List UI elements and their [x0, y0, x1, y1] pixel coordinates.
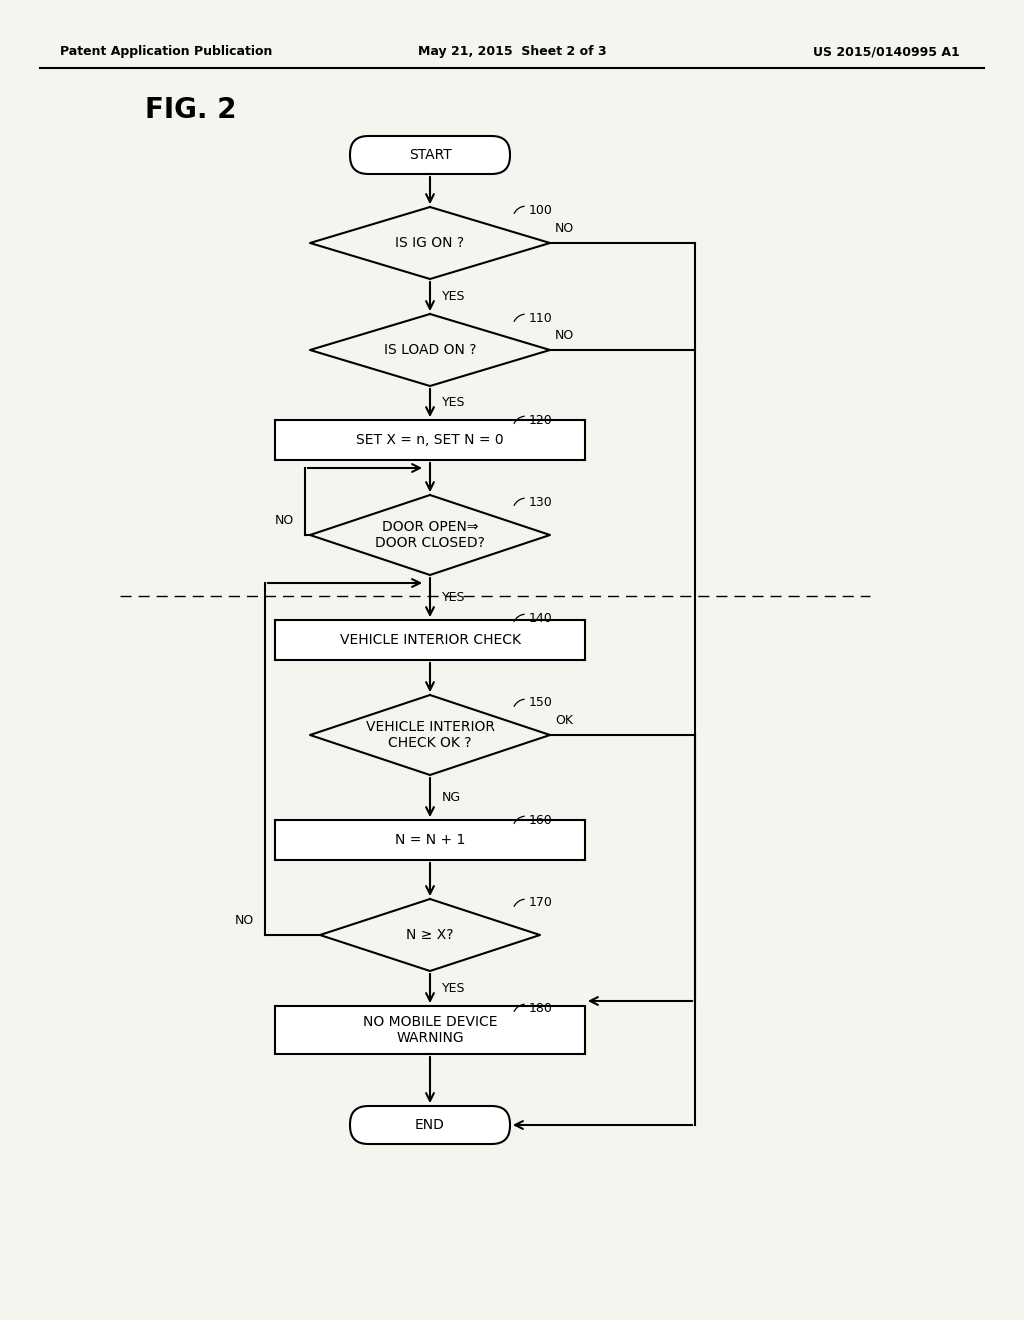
- Text: 130: 130: [529, 495, 553, 508]
- Text: 110: 110: [529, 312, 553, 325]
- Text: 160: 160: [529, 813, 553, 826]
- Text: 100: 100: [529, 203, 553, 216]
- FancyBboxPatch shape: [350, 136, 510, 174]
- Text: START: START: [409, 148, 452, 162]
- Text: 170: 170: [529, 896, 553, 909]
- Text: VEHICLE INTERIOR
CHECK OK ?: VEHICLE INTERIOR CHECK OK ?: [366, 719, 495, 750]
- Text: YES: YES: [442, 290, 466, 304]
- Text: IS LOAD ON ?: IS LOAD ON ?: [384, 343, 476, 356]
- Text: N = N + 1: N = N + 1: [395, 833, 465, 847]
- Bar: [275, 820, 585, 861]
- Text: YES: YES: [442, 591, 466, 605]
- Text: END: END: [415, 1118, 445, 1133]
- Text: 140: 140: [529, 611, 553, 624]
- Text: US 2015/0140995 A1: US 2015/0140995 A1: [813, 45, 961, 58]
- Bar: [275, 620, 585, 660]
- Text: NG: NG: [442, 791, 461, 804]
- Text: NO MOBILE DEVICE
WARNING: NO MOBILE DEVICE WARNING: [362, 1015, 498, 1045]
- FancyBboxPatch shape: [350, 1106, 510, 1144]
- Text: NO: NO: [555, 222, 574, 235]
- Text: 120: 120: [529, 413, 553, 426]
- Text: NO: NO: [275, 513, 294, 527]
- Text: NO: NO: [234, 913, 254, 927]
- Text: IS IG ON ?: IS IG ON ?: [395, 236, 465, 249]
- Text: May 21, 2015  Sheet 2 of 3: May 21, 2015 Sheet 2 of 3: [418, 45, 606, 58]
- Text: 150: 150: [529, 697, 553, 710]
- Text: YES: YES: [442, 982, 466, 995]
- Text: 180: 180: [529, 1002, 553, 1015]
- Text: OK: OK: [555, 714, 573, 727]
- Text: YES: YES: [442, 396, 466, 409]
- Text: NO: NO: [555, 329, 574, 342]
- Text: VEHICLE INTERIOR CHECK: VEHICLE INTERIOR CHECK: [340, 634, 520, 647]
- Bar: [275, 420, 585, 459]
- Bar: [275, 1006, 585, 1053]
- Text: SET X = n, SET N = 0: SET X = n, SET N = 0: [356, 433, 504, 447]
- Text: Patent Application Publication: Patent Application Publication: [60, 45, 272, 58]
- Text: N ≥ X?: N ≥ X?: [407, 928, 454, 942]
- Text: DOOR OPEN⇒
DOOR CLOSED?: DOOR OPEN⇒ DOOR CLOSED?: [375, 520, 485, 550]
- Text: FIG. 2: FIG. 2: [145, 96, 237, 124]
